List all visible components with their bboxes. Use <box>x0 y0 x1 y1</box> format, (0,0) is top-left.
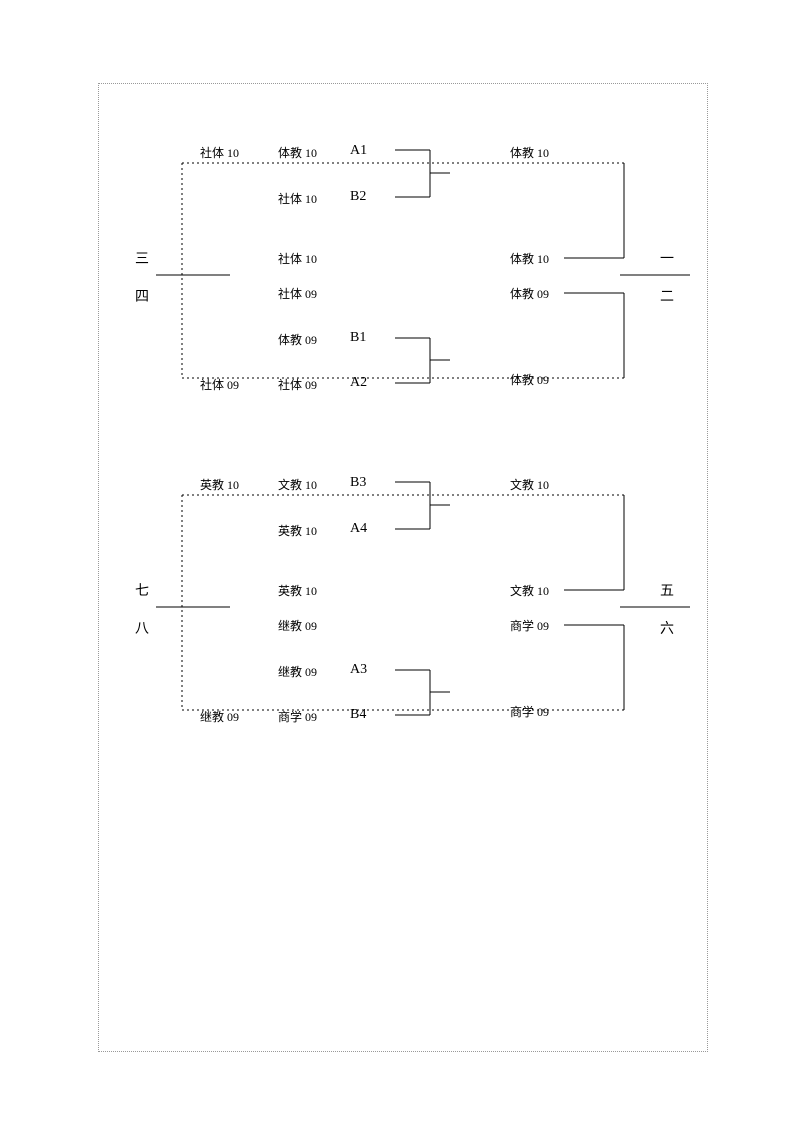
bracket-top-label-7: 体教 10 <box>510 250 549 267</box>
bracket-top-label-0: 社体 10 <box>200 144 239 161</box>
bracket-bottom-label-12: 继教 09 <box>200 708 239 725</box>
page: 社体 10 体教 10 A1 体教 10 社体 10 B2 社体 10 体教 10 社体 09 体… <box>0 0 800 1132</box>
end-label-eight: 八 <box>135 618 149 638</box>
bracket-bottom-label-5: A4 <box>350 521 367 537</box>
diagram-svg <box>0 0 800 1132</box>
end-label-six: 六 <box>660 618 674 638</box>
end-label-two: 二 <box>660 286 674 306</box>
end-label-one: 一 <box>660 248 674 268</box>
bracket-top-label-15: 体教 09 <box>510 371 549 388</box>
end-label-five: 五 <box>660 580 674 600</box>
bracket-top-label-5: B2 <box>350 189 366 205</box>
bracket-top-label-11: B1 <box>350 330 366 346</box>
bracket-bottom-label-1: 文教 10 <box>278 476 317 493</box>
bracket-bottom-label-15: 商学 09 <box>510 703 549 720</box>
bracket-top-label-14: A2 <box>350 375 367 391</box>
bracket-bottom-label-10: 继教 09 <box>278 663 317 680</box>
bracket-bottom-label-11: A3 <box>350 662 367 678</box>
bracket-top-label-1: 体教 10 <box>278 144 317 161</box>
bracket-bottom-label-14: B4 <box>350 707 366 723</box>
bracket-top-label-6: 社体 10 <box>278 250 317 267</box>
end-label-three: 三 <box>135 248 149 268</box>
bracket-top-label-12: 社体 09 <box>200 376 239 393</box>
bracket-bottom-label-7: 文教 10 <box>510 582 549 599</box>
bracket-bottom-label-4: 英教 10 <box>278 522 317 539</box>
end-label-four: 四 <box>135 286 149 306</box>
bracket-top-label-10: 体教 09 <box>278 331 317 348</box>
bracket-bottom-label-8: 继教 09 <box>278 617 317 634</box>
bracket-top-label-8: 社体 09 <box>278 285 317 302</box>
end-label-seven: 七 <box>135 580 149 600</box>
bracket-top-label-3: 体教 10 <box>510 144 549 161</box>
bracket-bottom-label-0: 英教 10 <box>200 476 239 493</box>
bracket-bottom-label-2: B3 <box>350 475 366 491</box>
bracket-bottom-label-9: 商学 09 <box>510 617 549 634</box>
bracket-bottom-label-13: 商学 09 <box>278 708 317 725</box>
bracket-bottom-label-3: 文教 10 <box>510 476 549 493</box>
bracket-top-label-13: 社体 09 <box>278 376 317 393</box>
bracket-top-label-9: 体教 09 <box>510 285 549 302</box>
bracket-top-label-2: A1 <box>350 143 367 159</box>
bracket-top-label-4: 社体 10 <box>278 190 317 207</box>
bracket-bottom-label-6: 英教 10 <box>278 582 317 599</box>
